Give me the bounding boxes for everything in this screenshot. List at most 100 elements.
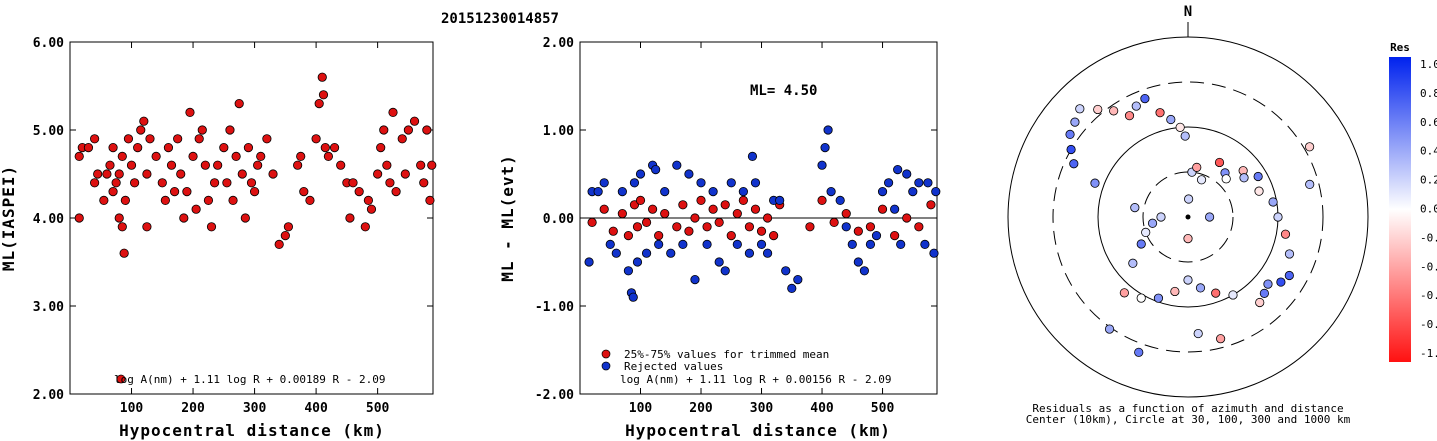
colorbar-tick-label: 0.8 [1420, 87, 1437, 100]
data-point [628, 292, 638, 302]
data-point [169, 187, 180, 197]
data-point [203, 195, 214, 205]
data-point [166, 160, 177, 170]
legend-marker-trimmed [601, 349, 611, 359]
data-point [599, 204, 609, 214]
data-point [348, 178, 358, 188]
x-tick-label: 200 [689, 401, 713, 416]
station-point [1155, 108, 1165, 118]
legend-marker-rejected [601, 361, 611, 371]
data-point [726, 231, 736, 241]
station-point [1195, 283, 1206, 293]
data-point [345, 213, 355, 223]
station-point [1268, 197, 1278, 207]
data-point [877, 187, 888, 197]
data-point [114, 213, 124, 223]
station-point [1263, 279, 1273, 289]
data-point [425, 195, 435, 205]
y-tick-label: 2.00 [543, 36, 574, 51]
data-point [382, 160, 392, 170]
data-point [93, 169, 103, 179]
station-point [1130, 203, 1140, 213]
data-point [197, 125, 207, 135]
data-point [672, 222, 682, 232]
data-point [678, 200, 688, 210]
station-point [1216, 334, 1226, 344]
data-point [690, 213, 700, 223]
data-point [373, 169, 383, 179]
y-tick-label: -1.00 [535, 300, 574, 315]
data-point [893, 165, 903, 175]
data-point [176, 169, 186, 179]
y-tick-label: 5.00 [33, 124, 64, 139]
data-point [173, 134, 183, 144]
data-point [188, 151, 198, 161]
y-tick-label: 4.00 [33, 212, 64, 227]
station-point [1075, 104, 1085, 114]
x-tick-label: 300 [750, 401, 774, 416]
data-points [1065, 93, 1315, 357]
station-point [1170, 286, 1180, 297]
data-point [403, 125, 413, 135]
data-point [213, 160, 223, 170]
data-point [702, 222, 712, 232]
data-point [835, 195, 845, 205]
data-point [617, 209, 627, 219]
data-point [222, 178, 232, 188]
data-point [762, 248, 773, 258]
data-point [841, 222, 851, 232]
data-point [136, 125, 146, 135]
legend-label-trimmed: 25%-75% values for trimmed mean [624, 348, 829, 361]
data-point [769, 231, 779, 241]
data-point [108, 187, 118, 197]
station-point [1136, 239, 1146, 249]
data-point [914, 222, 924, 232]
y-tick-label: -2.00 [535, 388, 574, 403]
x-tick-label: 500 [366, 401, 390, 416]
data-point [74, 151, 84, 161]
data-point [157, 178, 167, 188]
data-point [672, 160, 682, 170]
data-point [74, 213, 84, 223]
ml-annotation: ML= 4.50 [750, 83, 817, 99]
data-point [651, 165, 661, 175]
data-point [820, 143, 830, 153]
data-point [354, 187, 364, 197]
x-axis-label: Hypocentral distance (km) [625, 421, 891, 440]
data-point [314, 99, 324, 109]
data-point [605, 239, 615, 249]
data-point [108, 143, 118, 153]
data-point [206, 222, 217, 232]
data-point [225, 125, 235, 135]
data-point [805, 222, 815, 232]
station-point [1136, 293, 1146, 303]
station-point [1196, 175, 1207, 185]
data-point [320, 143, 330, 153]
colorbar-ticks: 1.0 0.8 0.6 0.4 0.2 0.0 -0.2 -0.4 -0.6 -0.8 -1.0 [1420, 58, 1437, 360]
data-point [632, 222, 643, 232]
data-point [119, 248, 129, 258]
data-point [744, 248, 755, 258]
data-point [311, 134, 321, 144]
data-point [926, 200, 936, 210]
y-tick-label: 6.00 [33, 36, 64, 51]
station-point [1109, 106, 1119, 116]
data-point [391, 187, 401, 197]
data-point [376, 143, 386, 153]
data-point [684, 226, 694, 236]
data-point [853, 257, 863, 267]
data-point [781, 266, 791, 276]
data-point [696, 178, 706, 188]
station-point [1305, 179, 1315, 189]
data-point [105, 160, 115, 170]
data-point [738, 187, 748, 197]
data-point [219, 143, 229, 153]
data-point [228, 195, 238, 205]
data-point [318, 90, 329, 100]
data-point [120, 195, 130, 205]
x-tick-label: 400 [304, 401, 328, 416]
data-point [923, 178, 933, 188]
data-point [133, 143, 143, 153]
station-point [1140, 93, 1150, 104]
magnitude-vs-distance-plot: 2.00 3.00 4.00 5.00 6.00 100 200 300 400 500 ML(… [0, 36, 437, 440]
